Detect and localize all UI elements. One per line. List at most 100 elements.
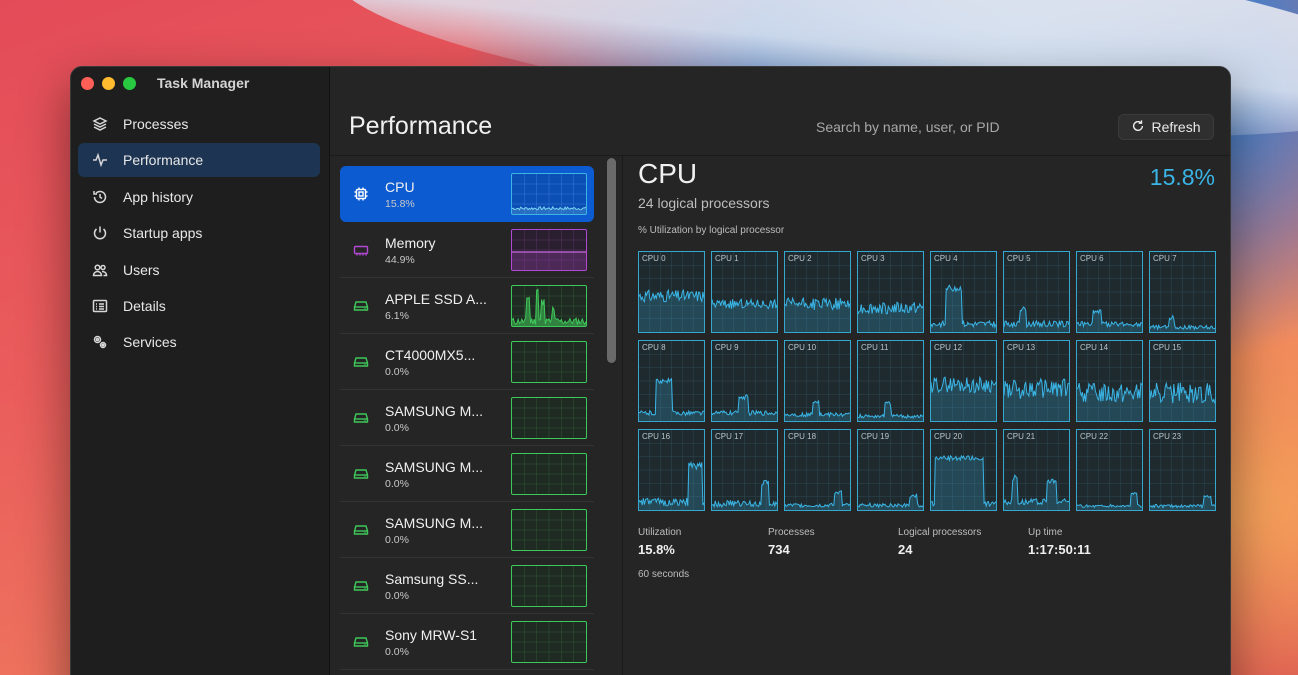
device-item[interactable]: CPU 15.8% (340, 166, 594, 222)
device-value: 15.8% (385, 198, 415, 210)
stat-item: Utilization 15.8% (638, 527, 681, 557)
cpu-core-label: CPU 17 (715, 432, 744, 441)
device-item[interactable]: Sony MRW-S1 0.0% (340, 614, 594, 670)
cpu-core-graph: CPU 15 (1149, 340, 1216, 422)
device-value: 0.0% (385, 422, 409, 434)
sidebar: Task Manager Processes Performance App his… (71, 67, 330, 675)
zoom-button[interactable] (123, 77, 136, 90)
device-item[interactable]: SAMSUNG M... 0.0% (340, 390, 594, 446)
sidebar-nav: Processes Performance App history Startup a… (78, 107, 320, 362)
device-name: SAMSUNG M... (385, 515, 484, 531)
detail-subtitle: 24 logical processors (638, 195, 770, 211)
device-item[interactable]: SAMSUNG M... 0.0% (340, 446, 594, 502)
cpu-core-graph: CPU 13 (1003, 340, 1070, 422)
sidebar-item-details[interactable]: Details (78, 289, 320, 323)
sidebar-item-label: App history (123, 188, 194, 205)
grid-label: % Utilization by logical processor (638, 225, 785, 236)
history-icon (92, 189, 108, 205)
chip-icon (353, 186, 369, 202)
cpu-core-label: CPU 19 (861, 432, 890, 441)
refresh-label: Refresh (1151, 119, 1201, 135)
cpu-core-graph: CPU 20 (930, 429, 997, 511)
device-graph (511, 453, 587, 495)
cpu-core-label: CPU 18 (788, 432, 817, 441)
services-icon (92, 334, 108, 350)
cpu-core-graph: CPU 19 (857, 429, 924, 511)
cpu-core-label: CPU 13 (1007, 343, 1036, 352)
sidebar-item-app-history[interactable]: App history (78, 180, 320, 214)
sidebar-item-users[interactable]: Users (78, 253, 320, 287)
cpu-core-label: CPU 15 (1153, 343, 1182, 352)
sidebar-item-label: Startup apps (123, 225, 203, 242)
window-controls (81, 77, 136, 90)
device-value: 0.0% (385, 534, 409, 546)
cpu-core-graph: CPU 12 (930, 340, 997, 422)
device-graph (511, 565, 587, 607)
disk-icon (353, 578, 369, 594)
device-graph (511, 397, 587, 439)
device-item[interactable]: Samsung SS... 0.0% (340, 558, 594, 614)
device-item[interactable]: SAMSUNG M... 0.0% (340, 502, 594, 558)
detail-title: CPU (638, 158, 698, 189)
sidebar-item-performance[interactable]: Performance (78, 143, 320, 178)
refresh-button[interactable]: Refresh (1118, 114, 1214, 140)
device-graph (511, 173, 587, 215)
device-value: 0.0% (385, 646, 409, 658)
device-value: 44.9% (385, 254, 415, 266)
disk-icon (353, 466, 369, 482)
device-name: Samsung SS... (385, 571, 479, 587)
cpu-core-graph: CPU 17 (711, 429, 778, 511)
sidebar-item-startup-apps[interactable]: Startup apps (78, 216, 320, 250)
cpu-core-graph: CPU 10 (784, 340, 851, 422)
cpu-core-graph: CPU 5 (1003, 251, 1070, 333)
cpu-core-label: CPU 23 (1153, 432, 1182, 441)
cpu-core-label: CPU 20 (934, 432, 963, 441)
device-item[interactable]: CT4000MX5... 0.0% (340, 334, 594, 390)
cpu-core-label: CPU 16 (642, 432, 671, 441)
cpu-core-label: CPU 6 (1080, 254, 1104, 263)
device-graph (511, 509, 587, 551)
close-button[interactable] (81, 77, 94, 90)
cpu-core-label: CPU 22 (1080, 432, 1109, 441)
device-value: 0.0% (385, 366, 409, 378)
detail-percent: 15.8% (1149, 164, 1215, 190)
search-input[interactable] (804, 114, 1094, 140)
cpu-core-label: CPU 5 (1007, 254, 1031, 263)
cpu-core-graph: CPU 22 (1076, 429, 1143, 511)
page-title: Performance (349, 112, 493, 140)
device-graph (511, 229, 587, 271)
cpu-core-graph: CPU 8 (638, 340, 705, 422)
device-name: SAMSUNG M... (385, 459, 484, 475)
sidebar-item-label: Services (123, 334, 177, 351)
device-list-scrollbar[interactable] (607, 158, 616, 363)
sidebar-item-services[interactable]: Services (78, 325, 320, 359)
cpu-core-graph: CPU 18 (784, 429, 851, 511)
app-title: Task Manager (157, 75, 250, 91)
device-name: CPU (385, 179, 415, 195)
device-item[interactable]: Memory 44.9% (340, 222, 594, 278)
device-graph (511, 285, 587, 327)
cpu-core-label: CPU 0 (642, 254, 666, 263)
minimize-button[interactable] (102, 77, 115, 90)
sidebar-item-label: Processes (123, 116, 189, 132)
device-item[interactable]: APPLE SSD A... 6.1% (340, 278, 594, 334)
stat-item: Processes 734 (768, 527, 815, 557)
cpu-core-label: CPU 7 (1153, 254, 1177, 263)
cpu-core-label: CPU 21 (1007, 432, 1036, 441)
device-name: Sony MRW-S1 (385, 627, 478, 643)
power-icon (92, 225, 108, 241)
cpu-core-graph: CPU 23 (1149, 429, 1216, 511)
main-pane: Performance Refresh CPU 15.8% Memory 44.9% A… (330, 67, 1230, 675)
device-name: APPLE SSD A... (385, 291, 487, 307)
cpu-core-graph: CPU 2 (784, 251, 851, 333)
stat-label: Up time (1028, 527, 1063, 538)
time-window-label: 60 seconds (638, 569, 690, 580)
sidebar-item-processes[interactable]: Processes (78, 107, 320, 141)
cpu-core-graph: CPU 7 (1149, 251, 1216, 333)
cpu-core-label: CPU 10 (788, 343, 817, 352)
stat-value: 734 (768, 542, 790, 557)
device-name: SAMSUNG M... (385, 403, 484, 419)
device-name: CT4000MX5... (385, 347, 476, 363)
device-value: 0.0% (385, 478, 409, 490)
device-graph (511, 621, 587, 663)
